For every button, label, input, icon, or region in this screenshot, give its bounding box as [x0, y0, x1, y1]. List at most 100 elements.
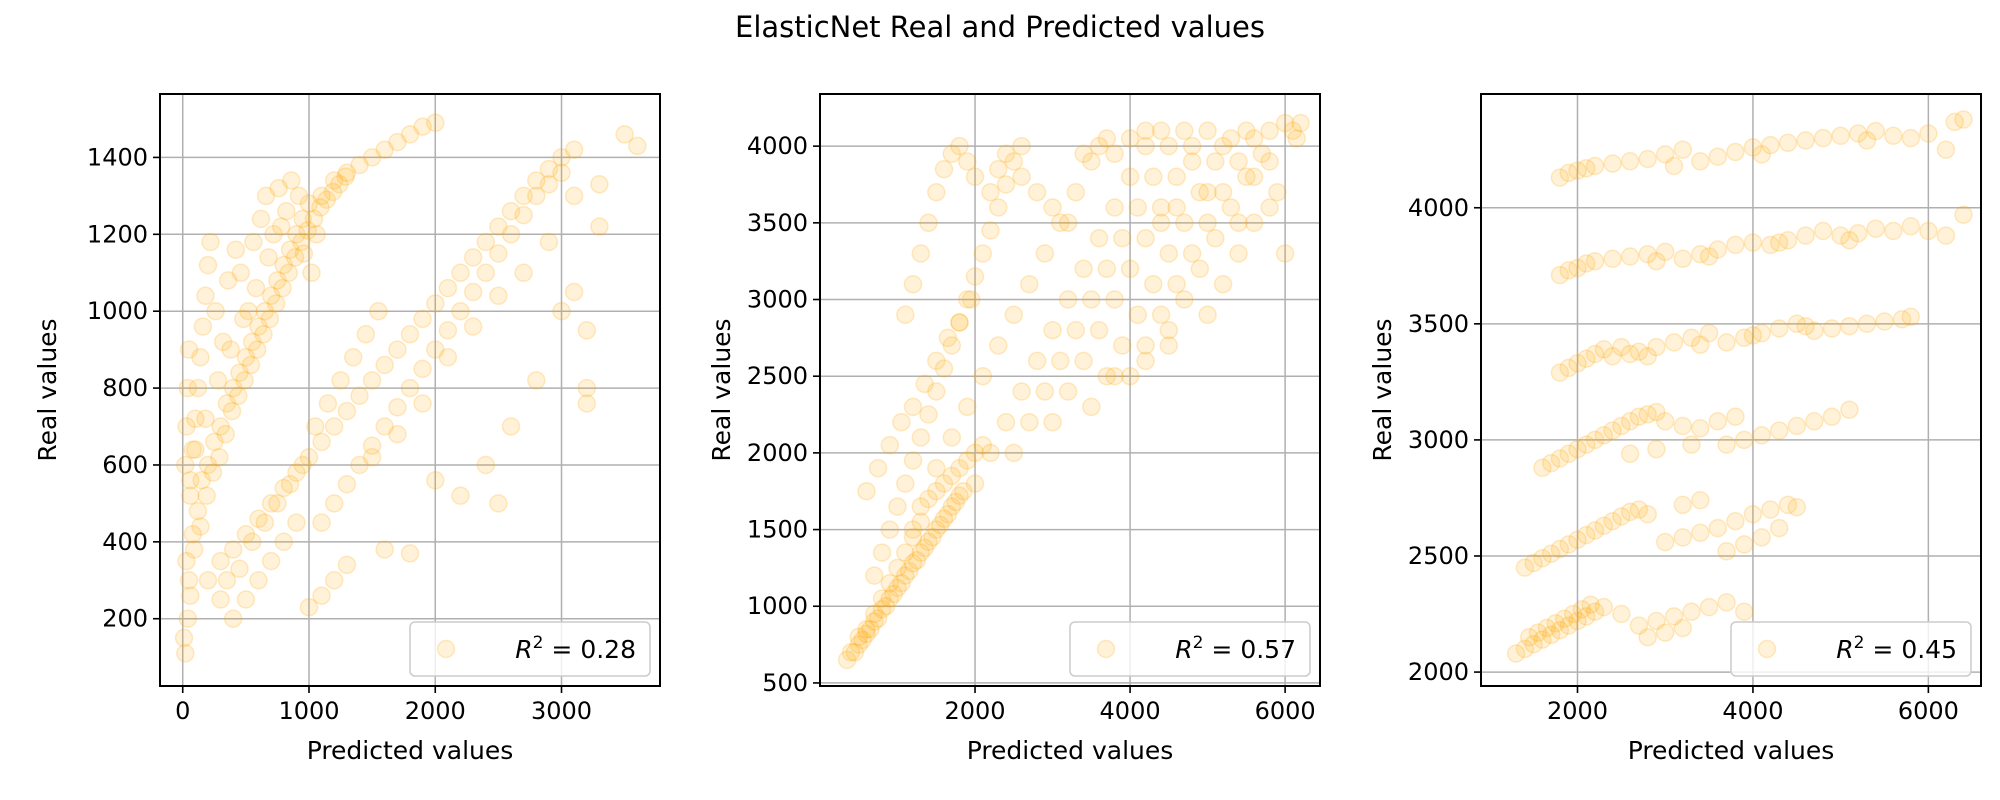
scatter-point — [1647, 439, 1666, 459]
scatter-point — [1568, 161, 1587, 180]
scatter-point — [1004, 152, 1024, 171]
y-tick-label: 800 — [102, 374, 148, 402]
scatter-point — [1936, 140, 1956, 159]
scatter-point — [1027, 351, 1047, 371]
scatter-point — [230, 363, 249, 382]
scatter-point — [236, 524, 256, 544]
scatter-point — [1734, 430, 1754, 450]
scatter-point — [287, 463, 306, 482]
scatter-point — [179, 340, 199, 359]
scatter-point — [1603, 154, 1622, 173]
x-tick-label: 3000 — [531, 697, 592, 725]
scatter-point — [868, 458, 888, 478]
scatter-point — [1206, 228, 1225, 248]
scatter-point — [318, 394, 338, 413]
scatter-point — [362, 371, 382, 390]
scatter-point — [261, 494, 281, 513]
scatter-point — [1151, 121, 1171, 141]
scatter-point — [362, 448, 382, 467]
scatter-point — [1175, 121, 1194, 141]
scatter-point — [1229, 152, 1248, 171]
scatter-point — [1761, 235, 1780, 255]
scatter-point — [198, 455, 218, 475]
scatter-point — [234, 309, 253, 329]
scatter-point — [539, 159, 559, 179]
scatter-point — [388, 398, 407, 417]
scatter-point — [884, 584, 903, 604]
scatter-point — [323, 182, 343, 202]
scatter-point — [915, 538, 934, 558]
scatter-point — [996, 144, 1016, 164]
scatter-point — [1082, 290, 1101, 309]
scatter-point — [1237, 167, 1256, 187]
scatter-point — [1778, 133, 1798, 153]
y-tick-label: 400 — [102, 528, 148, 556]
scatter-point — [1275, 244, 1295, 263]
scatter-point — [413, 359, 432, 379]
legend-marker — [1096, 639, 1116, 659]
scatter-point — [942, 497, 962, 516]
scatter-point — [1638, 347, 1657, 366]
scatter-point — [312, 586, 331, 605]
scatter-point — [280, 474, 300, 494]
scatter-point — [1136, 336, 1155, 355]
scatter-point — [1533, 630, 1552, 649]
scatter-point — [271, 217, 291, 236]
scatter-point — [989, 336, 1008, 355]
y-tick-label: 4000 — [1408, 194, 1469, 222]
scatter-point — [1647, 402, 1666, 422]
scatter-point — [1638, 149, 1657, 169]
scatter-point — [896, 543, 915, 562]
scatter-point — [1813, 128, 1833, 148]
x-tick-label: 6000 — [1898, 697, 1959, 725]
scatter-point — [1717, 542, 1736, 561]
scatter-point — [1726, 407, 1745, 426]
y-tick-label: 1000 — [747, 592, 808, 620]
scatter-point — [1682, 328, 1701, 348]
scatter-point — [1822, 319, 1842, 338]
scatter-point — [1840, 231, 1859, 250]
scatter-point — [223, 378, 243, 398]
scatter-point — [350, 155, 369, 175]
scatter-point — [1577, 607, 1596, 626]
scatter-point — [186, 409, 205, 429]
scatter-point — [1244, 167, 1264, 187]
scatter-point — [1559, 261, 1578, 280]
scatter-point — [1229, 213, 1248, 233]
scatter-point — [1717, 593, 1736, 612]
scatter-point — [934, 509, 954, 529]
scatter-point — [375, 355, 394, 375]
scatter-point — [527, 371, 546, 390]
scatter-point — [872, 589, 892, 608]
scatter-point — [277, 201, 296, 221]
scatter-point — [880, 589, 900, 608]
scatter-point — [289, 186, 309, 206]
scatter-point — [1074, 144, 1093, 164]
scatter-point — [1603, 511, 1622, 531]
scatter-point — [958, 397, 977, 417]
scatter-point — [919, 532, 938, 552]
scatter-point — [1585, 344, 1605, 364]
scatter-point — [1082, 397, 1101, 417]
y-tick-label: 500 — [762, 669, 808, 697]
scatter-point — [1778, 231, 1798, 250]
scatter-point — [934, 474, 954, 493]
legend: R2 = 0.45 — [1730, 621, 1972, 677]
scatter-point — [489, 244, 508, 263]
x-tick-label: 2000 — [1547, 697, 1608, 725]
scatter-point — [934, 359, 954, 378]
legend-label: R2 = 0.28 — [515, 633, 636, 664]
scatter-point — [1089, 320, 1109, 340]
scatter-point — [880, 435, 900, 455]
scatter-point — [1629, 500, 1649, 519]
scatter-point — [1594, 597, 1614, 617]
scatter-point — [1620, 152, 1640, 171]
scatter-point — [1546, 614, 1565, 633]
scatter-point — [1550, 363, 1570, 382]
scatter-point — [285, 248, 305, 267]
scatter-point — [1612, 337, 1631, 357]
legend: R2 = 0.57 — [1069, 621, 1311, 677]
scatter-point — [1734, 328, 1754, 348]
scatter-point — [1568, 258, 1587, 278]
